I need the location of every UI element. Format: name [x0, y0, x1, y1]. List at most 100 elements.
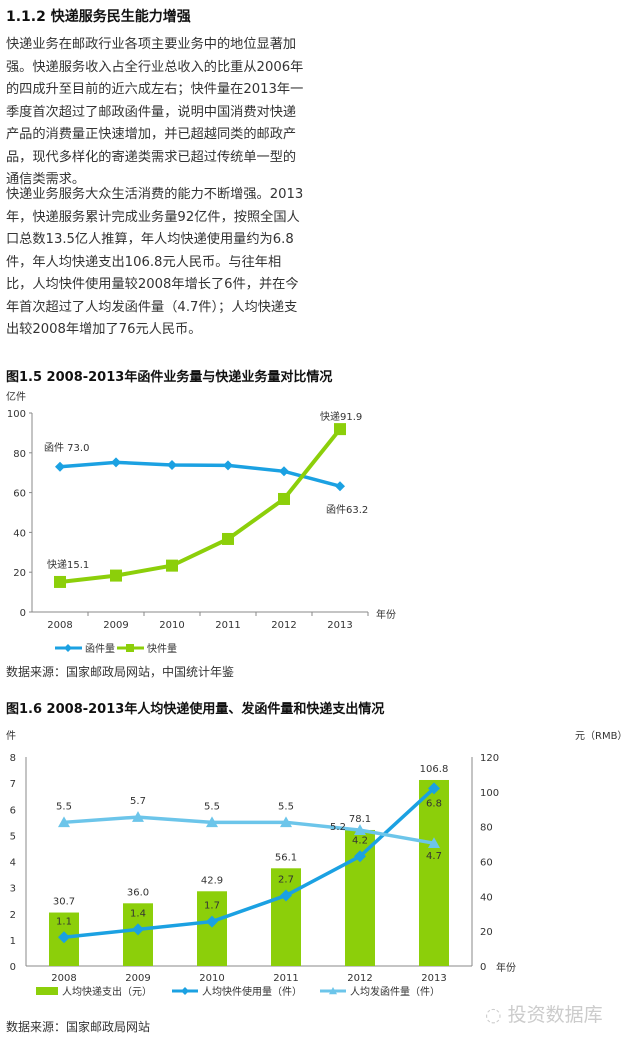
figure-1-5-title: 图1.5 2008-2013年函件业务量与快递业务量对比情况: [6, 370, 333, 385]
data-point: [354, 824, 366, 835]
y-tick-label: 2: [10, 910, 16, 921]
section-heading: 1.1.2 快递服务民生能力增强: [6, 9, 191, 25]
data-point: [58, 816, 70, 828]
data-point: [222, 532, 234, 545]
x-tick-label: 2010: [199, 973, 224, 984]
y-tick-label: 100: [7, 409, 26, 420]
y-tick-label: 20: [13, 568, 26, 579]
line-label: 5.5: [278, 801, 294, 812]
y-tick-label: 4: [10, 858, 16, 869]
series-line-人均发函件量（件）: [63, 815, 435, 845]
line-label: 4.7: [426, 851, 442, 862]
chart-1-5-source: 数据来源：国家邮政局网站，中国统计年鉴: [6, 665, 235, 679]
y-axis-label: 亿件: [6, 390, 26, 403]
data-point: [132, 923, 144, 936]
series-line-人均快件使用量（件）: [63, 787, 436, 940]
line-label: 5.5: [204, 801, 220, 812]
x-tick-label: 2013: [327, 620, 352, 631]
legend-marker: [64, 644, 72, 652]
watermark: ◌ 投资数据库: [485, 1000, 603, 1027]
x-tick-label: 2008: [47, 620, 72, 631]
data-point: [280, 816, 292, 828]
data-point: [167, 459, 177, 470]
data-point: [335, 481, 345, 492]
data-point: [280, 889, 292, 902]
data-point: [110, 569, 122, 582]
data-point: [55, 461, 65, 472]
x-tick-label: 2009: [103, 620, 128, 631]
paragraph-1: 快递业务在邮政行业各项主要业务中的地位显著加强。快递服务收入占全行业总收入的比重…: [6, 37, 304, 187]
data-point: [166, 559, 178, 572]
annotation: 快递15.1: [47, 558, 89, 571]
y2-tick-label: 100: [480, 788, 499, 799]
annotation: 函件 73.0: [44, 442, 89, 454]
data-point: [278, 492, 290, 505]
y-tick-label: 0: [10, 962, 16, 973]
bar-label: 42.9: [201, 875, 223, 886]
x-tick-label: 2011: [273, 973, 298, 984]
y2-tick-label: 20: [480, 927, 493, 938]
data-point: [206, 816, 218, 828]
data-point: [206, 915, 218, 928]
y-tick-label: 7: [10, 779, 16, 790]
legend-marker: [181, 987, 189, 995]
line-label: 1.1: [56, 916, 72, 927]
data-point: [354, 850, 366, 863]
legend-marker: [329, 987, 337, 995]
line-label: 5.5: [56, 801, 72, 812]
y-tick-label: 1: [10, 936, 16, 947]
line-label: 1.4: [130, 908, 146, 919]
watermark-text: 投资数据库: [507, 1004, 603, 1026]
bar-label: 56.1: [275, 852, 297, 863]
series-line-函件量: [59, 460, 341, 488]
data-point: [428, 837, 440, 849]
line-label: 6.8: [426, 798, 442, 809]
chart-1-5: 亿件 0 20 40 60 80 100 2008 2009 2010 2011 2012 2013 年份…: [6, 390, 396, 655]
legend-label: 人均快件使用量（件）: [202, 985, 302, 998]
x-tick-label: 2012: [271, 620, 296, 631]
chart-1-6-source: 数据来源：国家邮政局网站: [6, 1020, 151, 1034]
legend-marker: [36, 987, 58, 995]
line-label: 1.7: [204, 901, 220, 912]
data-point: [334, 423, 346, 436]
x-tick-label: 2008: [51, 973, 76, 984]
line-label: 4.2: [352, 835, 368, 846]
data-point: [54, 575, 66, 588]
bar: [419, 779, 449, 966]
y-axis-label: 件: [6, 730, 16, 742]
bar-label: 30.7: [53, 897, 75, 908]
data-point: [279, 466, 289, 477]
data-point: [428, 782, 440, 795]
y-tick-label: 40: [13, 528, 26, 539]
legend-label: 函件量: [85, 643, 115, 655]
figure-1-6-title: 图1.6 2008-2013年人均快递使用量、发函件量和快递支出情况: [6, 702, 385, 717]
x-tick-label: 2009: [125, 973, 150, 984]
y-tick-label: 60: [13, 489, 26, 500]
x-tick-label: 2012: [347, 973, 372, 984]
y2-tick-label: 40: [480, 892, 493, 903]
y2-tick-label: 120: [480, 753, 499, 764]
y2-tick-label: 60: [480, 858, 493, 869]
y-tick-label: 8: [10, 753, 16, 764]
annotation: 快递91.9: [320, 410, 362, 423]
data-point: [132, 811, 144, 822]
data-point: [58, 931, 70, 944]
chart-1-6: 件元（RMB）0123456780204060801001202008 2009 2…: [6, 730, 627, 998]
bar: [271, 868, 301, 966]
x-axis-label: 年份: [496, 961, 516, 974]
legend-marker: [126, 644, 134, 652]
x-axis-label: 年份: [376, 608, 396, 621]
x-tick-label: 2011: [215, 620, 240, 631]
wechat-icon: ◌: [485, 1004, 508, 1026]
bar-label: 106.8: [420, 764, 449, 775]
bar-label: 36.0: [127, 887, 149, 898]
legend-label: 人均快递支出（元）: [62, 985, 152, 998]
line-label: 2.7: [278, 874, 294, 885]
y2-tick-label: 80: [480, 823, 493, 834]
y-tick-label: 5: [10, 831, 16, 842]
y-tick-label: 80: [13, 449, 26, 460]
y-tick-label: 6: [10, 805, 16, 816]
data-point: [223, 460, 233, 471]
y-tick-label: 0: [20, 608, 26, 619]
y2-axis-label: 元（RMB）: [575, 730, 627, 742]
